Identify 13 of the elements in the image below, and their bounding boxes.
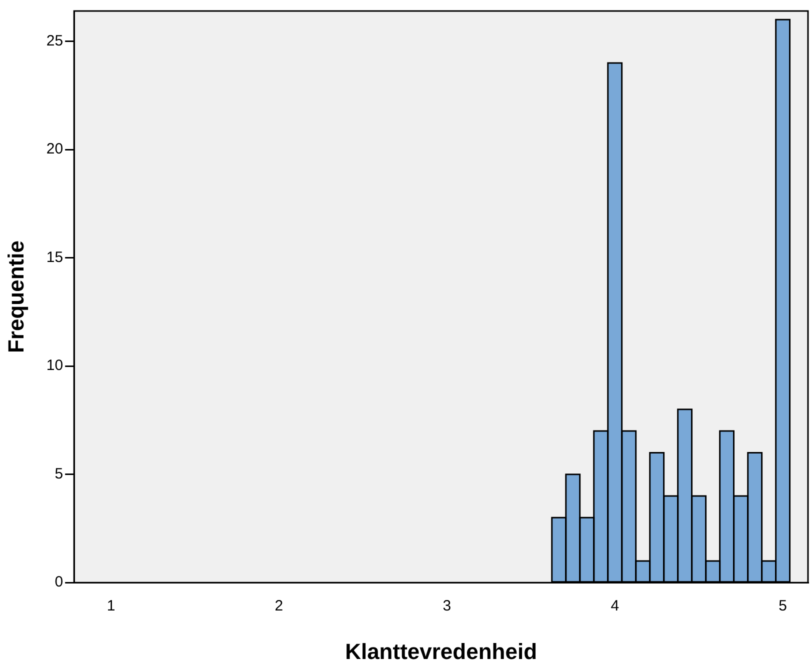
y-tick-label: 20: [46, 140, 64, 158]
y-axis-title: Frequentie: [3, 240, 28, 354]
x-tick-label: 1: [106, 598, 116, 615]
y-tick-label: 15: [46, 248, 64, 266]
x-tick-label: 5: [778, 598, 787, 615]
x-axis-title: Klanttevredenheid: [345, 638, 538, 664]
x-tick-label: 4: [610, 598, 620, 615]
x-tick-label: 3: [442, 598, 452, 615]
y-tick-label: 0: [54, 574, 64, 591]
y-tick-label: 10: [46, 357, 64, 374]
x-tick-label: 2: [274, 598, 284, 615]
y-tick-label: 25: [46, 32, 64, 50]
y-tick-label: 5: [54, 465, 64, 482]
